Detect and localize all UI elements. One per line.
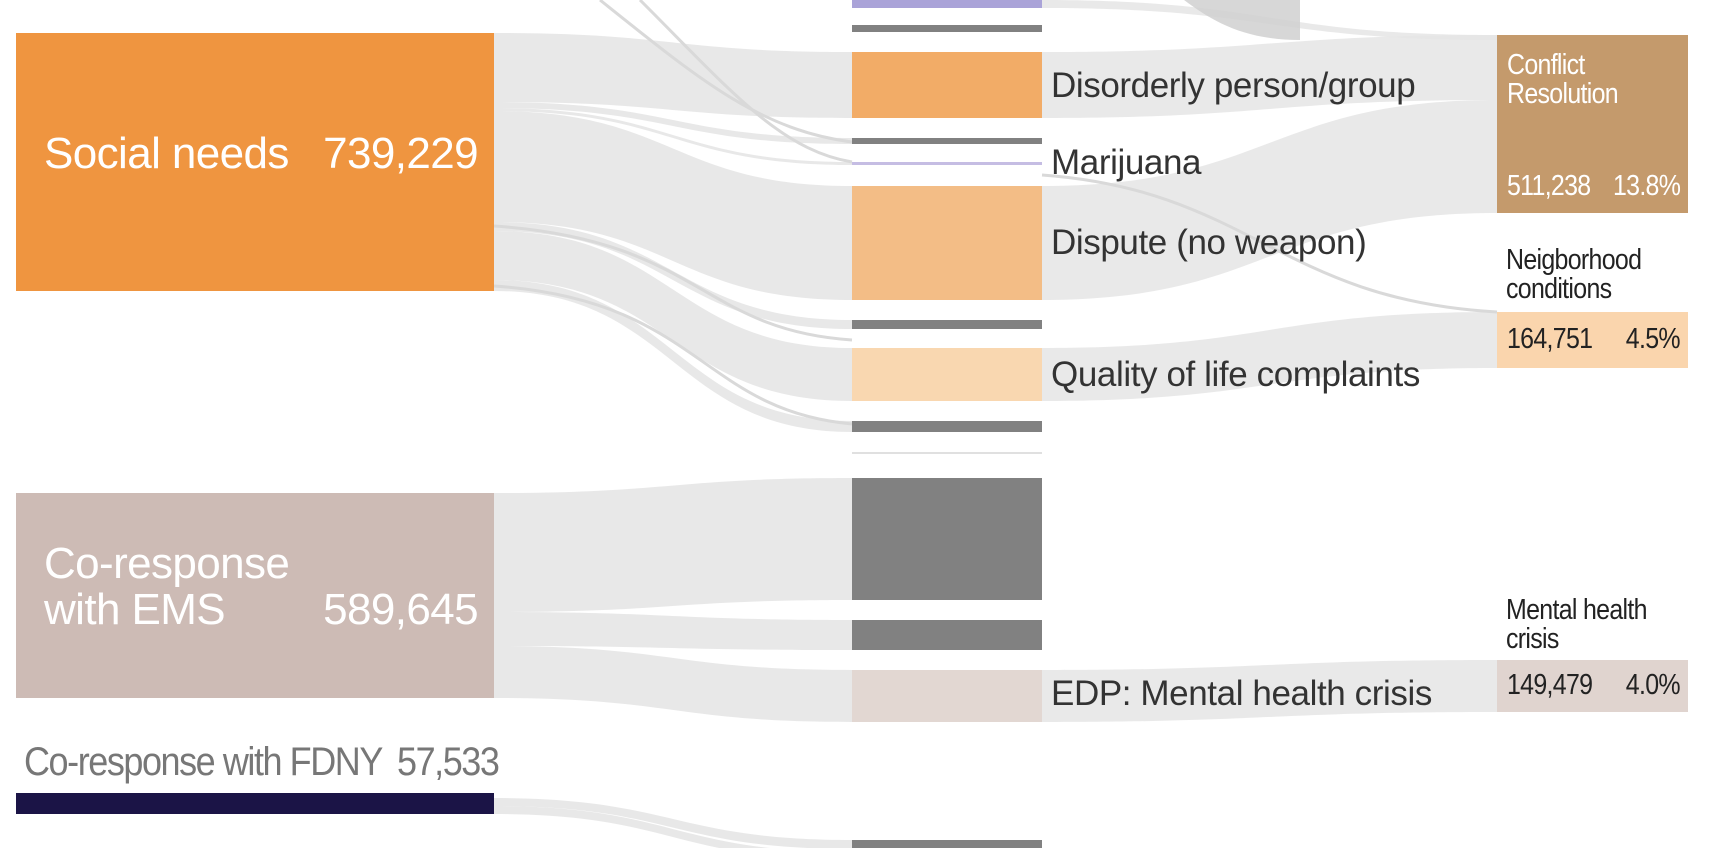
category-bar-marijuana bbox=[852, 162, 1042, 165]
outcome-percent-neighborhood-conditions: 4.5% bbox=[1625, 323, 1681, 355]
link-ems-to-edp bbox=[494, 646, 852, 722]
outcome-label-line-1: Neigborhood bbox=[1506, 244, 1642, 276]
link-upper-dark-diagonal bbox=[1184, 0, 1300, 40]
outcome-node-mental-health-crisis: 149,479 4.0% bbox=[1497, 660, 1688, 712]
source-label-line-1: Co-response bbox=[44, 539, 290, 588]
link-social-to-quality bbox=[494, 231, 852, 401]
source-value-social-needs: 739,229 bbox=[323, 129, 478, 178]
link-ems-to-gray-large bbox=[494, 478, 852, 612]
source-label-line-2: with EMS bbox=[44, 585, 226, 634]
outcome-label-line-2: crisis bbox=[1506, 623, 1559, 655]
category-bar-gray-3 bbox=[852, 320, 1042, 329]
outcome-value-mental-health-crisis: 149,479 bbox=[1507, 669, 1593, 701]
category-bar-edp bbox=[852, 670, 1042, 722]
category-bar-gray-large bbox=[852, 478, 1042, 600]
category-bar-gray-2 bbox=[852, 138, 1042, 144]
outcome-label-conflict-resolution: Conflict Resolution bbox=[1507, 49, 1619, 110]
source-value-co-response-ems: 589,645 bbox=[323, 585, 478, 634]
link-thin-social-lower-2 bbox=[493, 284, 853, 426]
category-label-dispute: Dispute (no weapon) bbox=[1051, 223, 1367, 262]
outcome-label-mental-health-crisis: Mental health crisis bbox=[1506, 596, 1647, 654]
link-disorderly-to-conflict bbox=[1042, 35, 1497, 118]
category-bar-quality-of-life bbox=[852, 348, 1042, 401]
category-bar-gray-5 bbox=[852, 620, 1042, 650]
source-node-social-needs: Social needs 739,229 bbox=[16, 33, 494, 291]
category-bar-gray-thin bbox=[852, 452, 1042, 454]
link-social-to-dispute bbox=[494, 111, 852, 300]
category-bar-dispute bbox=[852, 186, 1042, 300]
outcome-label-line-1: Conflict bbox=[1507, 49, 1585, 81]
category-label-edp: EDP: Mental health crisis bbox=[1051, 674, 1432, 713]
source-label-co-response-ems: Co-response with EMS bbox=[44, 539, 290, 634]
link-edp-to-mental-health bbox=[1042, 660, 1497, 722]
link-social-to-gray-4 bbox=[494, 280, 852, 432]
outcome-label-line-1: Mental health bbox=[1506, 594, 1647, 626]
category-bar-disorderly bbox=[852, 52, 1042, 118]
link-thin-upper-2 bbox=[638, 0, 853, 164]
link-social-to-gray-2 bbox=[494, 102, 852, 144]
source-label-social-needs: Social needs bbox=[44, 129, 289, 178]
category-label-disorderly: Disorderly person/group bbox=[1051, 66, 1416, 105]
link-social-to-gray-3 bbox=[494, 222, 852, 329]
link-social-to-disorderly bbox=[494, 33, 852, 118]
source-node-co-response-ems: Co-response with EMS 589,645 bbox=[16, 493, 494, 698]
outcome-label-line-2: Resolution bbox=[1507, 78, 1619, 110]
outcome-label-line-2: conditions bbox=[1506, 273, 1612, 305]
outcome-label-neighborhood-conditions: Neigborhood conditions bbox=[1506, 244, 1642, 305]
link-fdny-lower bbox=[494, 806, 771, 848]
category-bar-gray-1 bbox=[852, 25, 1042, 32]
outcome-percent-conflict-resolution: 13.8% bbox=[1612, 170, 1681, 202]
outcome-percent-mental-health-crisis: 4.0% bbox=[1625, 669, 1681, 701]
link-quality-to-neighborhood bbox=[1042, 312, 1497, 401]
link-dispute-to-conflict bbox=[1042, 100, 1497, 300]
link-thin-upper bbox=[599, 0, 853, 144]
link-group bbox=[493, 0, 1498, 848]
source-label-co-response-fdny: Co-response with FDNY bbox=[24, 740, 383, 784]
link-fdny-to-gray-bottom bbox=[494, 798, 852, 848]
category-bar-gray-bottom bbox=[852, 840, 1042, 848]
link-ems-to-gray-5 bbox=[494, 612, 852, 650]
link-thin-dispute-to-neighborhood bbox=[1041, 173, 1498, 314]
outcome-node-conflict-resolution: Conflict Resolution 511,238 13.8% bbox=[1497, 35, 1688, 213]
outcome-value-conflict-resolution: 511,238 bbox=[1507, 170, 1591, 202]
link-thin-social-lower bbox=[493, 224, 853, 342]
category-bar-gray-4 bbox=[852, 421, 1042, 432]
source-node-co-response-fdny bbox=[16, 793, 494, 814]
category-label-marijuana: Marijuana bbox=[1051, 143, 1202, 182]
source-value-co-response-fdny: 57,533 bbox=[397, 740, 500, 784]
outcome-value-neighborhood-conditions: 164,751 bbox=[1507, 323, 1593, 355]
category-label-quality-of-life: Quality of life complaints bbox=[1051, 355, 1420, 394]
outcome-node-neighborhood-conditions: 164,751 4.5% bbox=[1497, 312, 1688, 368]
category-bar-lavender-top bbox=[852, 0, 1042, 8]
link-social-to-marijuana bbox=[494, 108, 852, 165]
